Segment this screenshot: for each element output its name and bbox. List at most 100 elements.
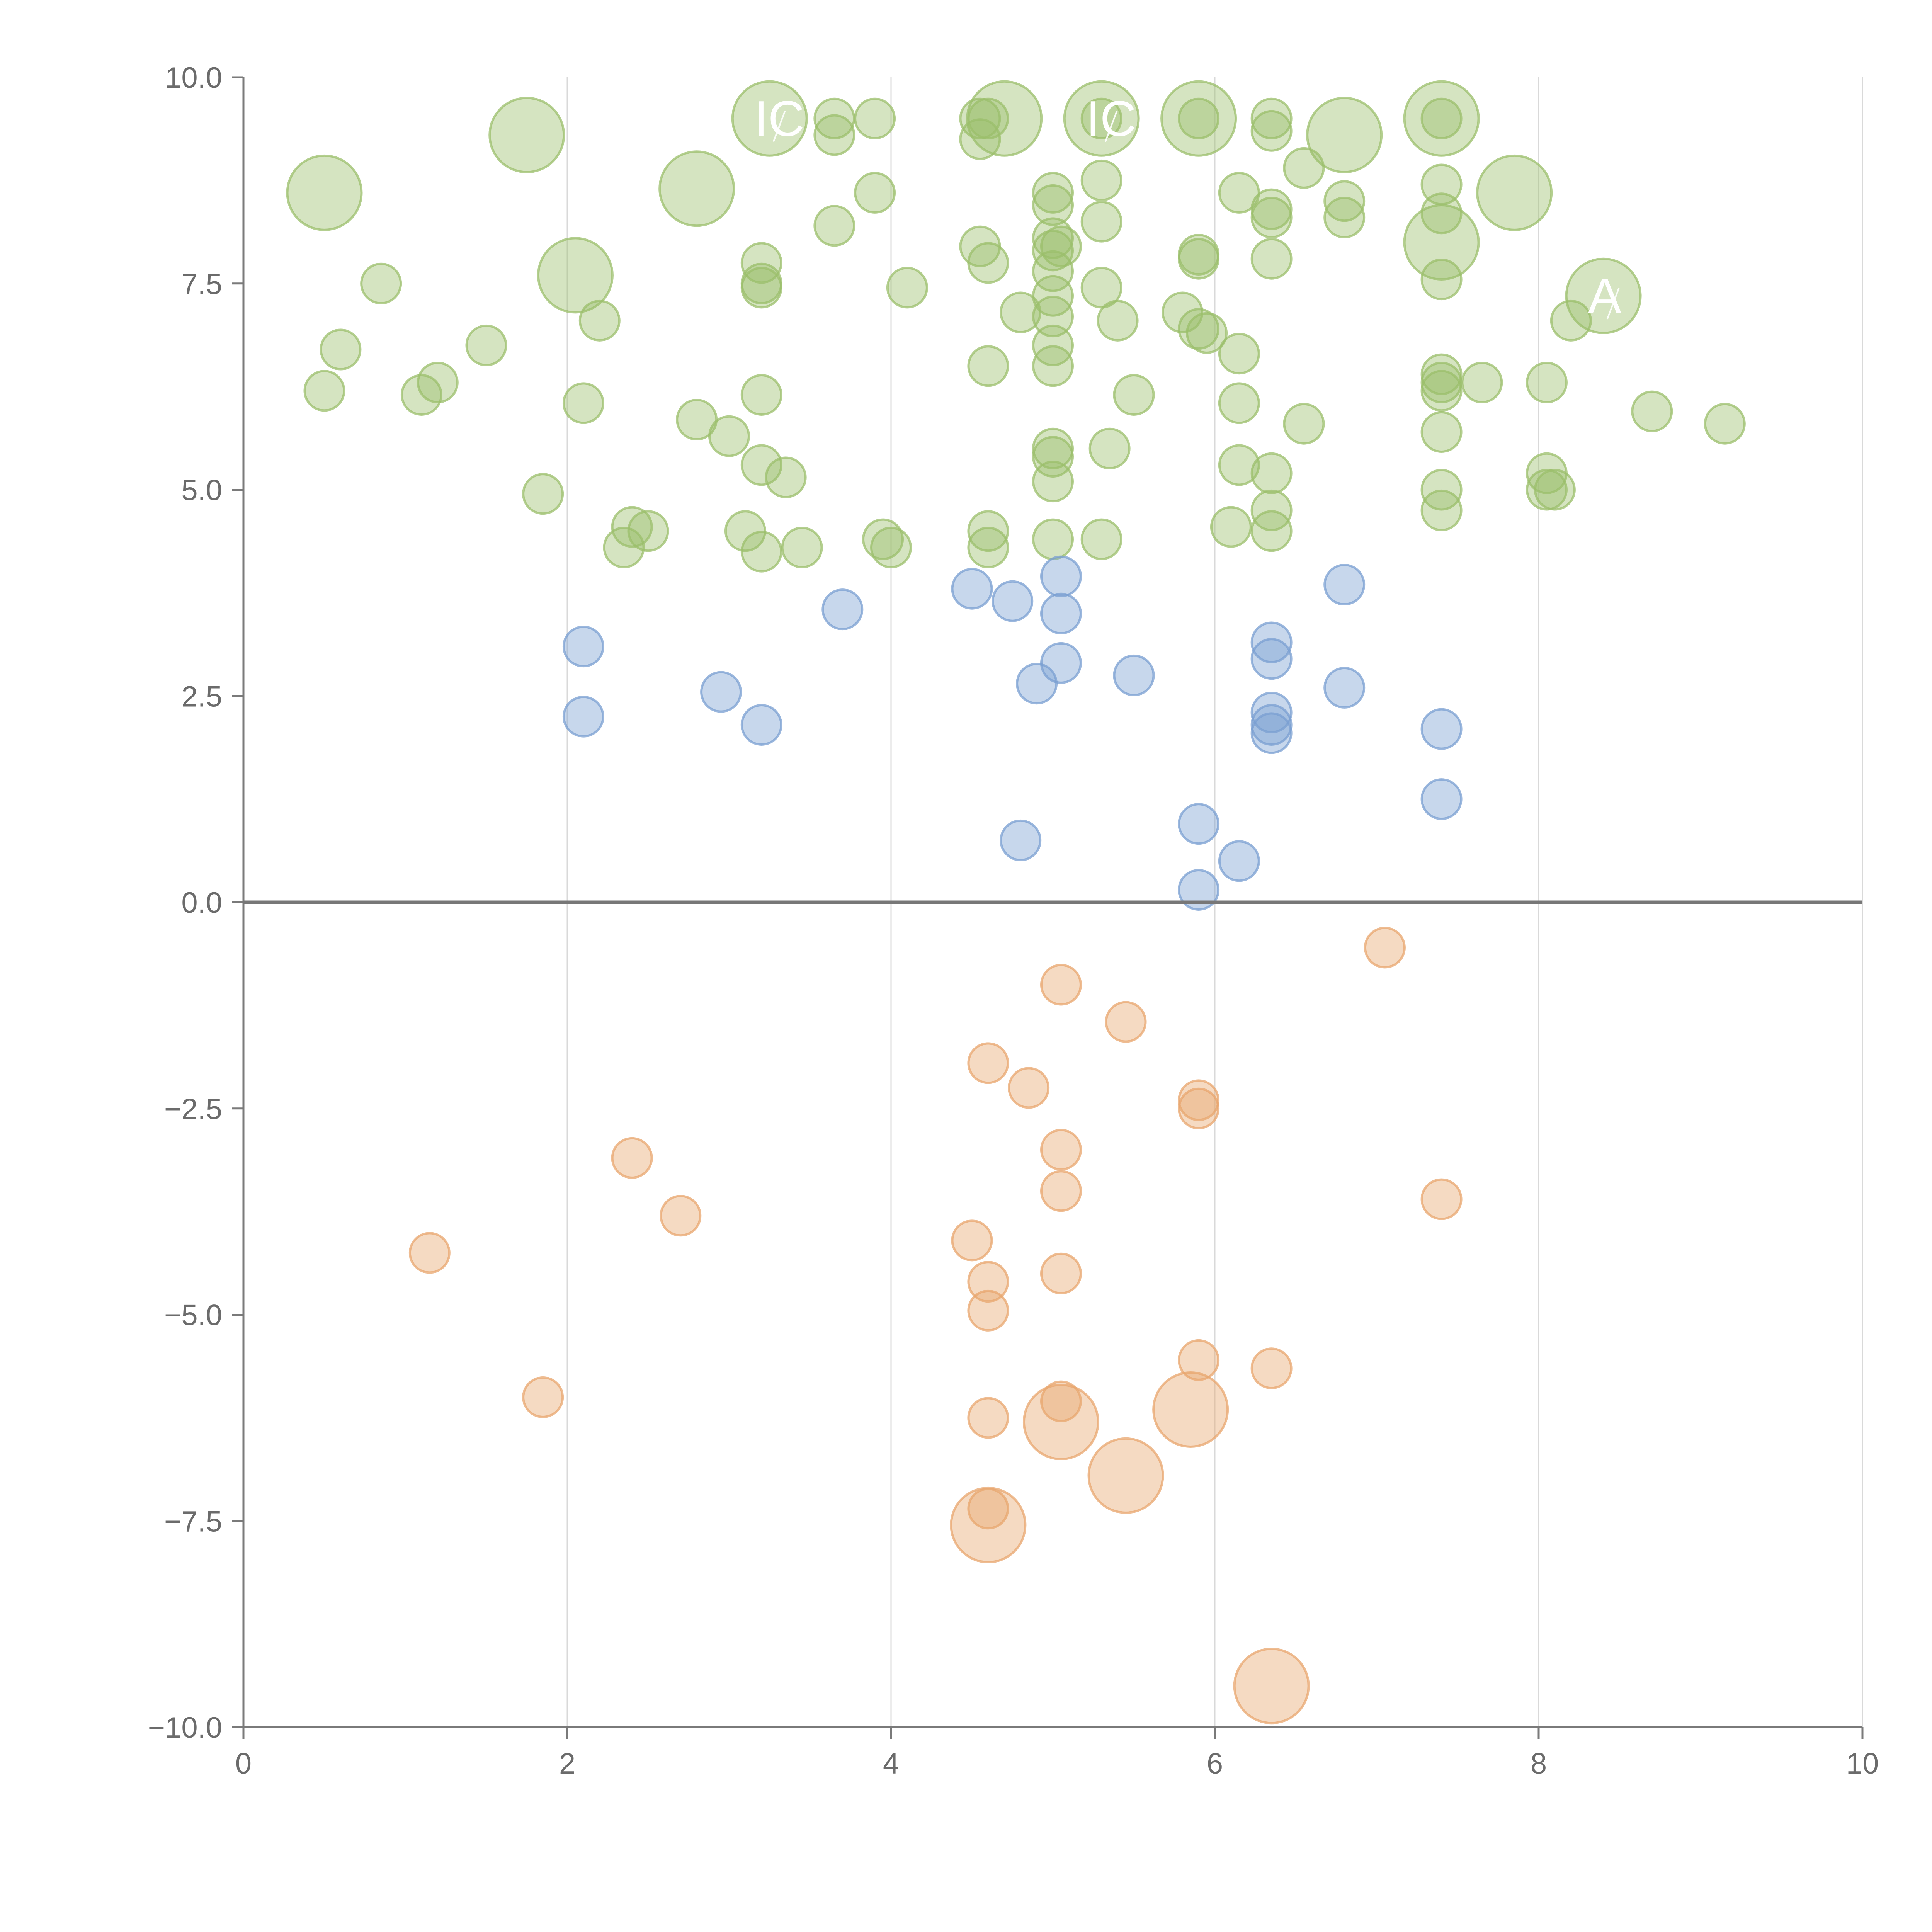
x-tick-label: 10 — [1846, 1747, 1879, 1780]
data-point-high — [765, 456, 807, 498]
data-point-high — [813, 97, 855, 139]
data-point-high — [1113, 374, 1155, 416]
y-tick-label: 10.0 — [165, 61, 222, 94]
data-point-high — [488, 97, 565, 173]
annotation-label: IC — [1086, 90, 1136, 147]
data-point-mid — [1040, 555, 1082, 597]
y-tick-label: −7.5 — [164, 1505, 222, 1538]
y-tick-label: −10.0 — [148, 1711, 222, 1744]
data-point-high — [967, 510, 1009, 552]
data-points — [286, 80, 1746, 1725]
data-point-high — [1032, 436, 1074, 478]
y-tick-label: −5.0 — [164, 1299, 222, 1332]
data-point-mid — [1218, 840, 1260, 882]
data-point-negative — [951, 1219, 993, 1262]
data-point-high — [360, 262, 402, 304]
y-tick-label: 7.5 — [181, 268, 222, 301]
x-tick-label: 0 — [235, 1747, 252, 1780]
data-point-high — [1565, 257, 1642, 334]
data-point-high — [1323, 196, 1366, 238]
data-point-high — [1097, 299, 1139, 342]
data-point-high — [886, 267, 928, 309]
data-point-high — [1032, 172, 1074, 214]
data-point-high — [320, 328, 362, 371]
data-point-negative — [1178, 1339, 1220, 1381]
data-point-negative — [1022, 1384, 1099, 1461]
data-point-high — [1526, 361, 1568, 403]
data-point-high — [1186, 312, 1228, 354]
data-point-high — [967, 345, 1009, 387]
data-point-high — [740, 374, 782, 416]
data-point-high — [731, 80, 808, 157]
data-point-high — [1420, 259, 1463, 301]
data-point-high — [1420, 97, 1463, 139]
data-point-negative — [967, 1261, 1009, 1303]
data-point-high — [1704, 403, 1746, 445]
annotation-label: A — [1588, 268, 1622, 324]
data-point-mid — [1000, 819, 1042, 861]
data-point-high — [578, 299, 621, 342]
data-point-mid — [1040, 642, 1082, 684]
data-point-high — [1250, 510, 1293, 552]
data-point-mid — [562, 626, 604, 668]
data-point-high — [1420, 192, 1463, 235]
data-point-mid — [821, 588, 864, 631]
data-point-high — [1063, 80, 1140, 157]
data-point-high — [740, 444, 782, 486]
data-point-high — [724, 510, 766, 552]
data-point-negative — [1040, 1129, 1082, 1171]
data-point-high — [1032, 217, 1074, 259]
data-point-high — [611, 506, 653, 548]
data-point-negative — [1250, 1347, 1293, 1389]
data-point-negative — [408, 1232, 451, 1274]
data-point-high — [417, 361, 459, 403]
data-point-high — [1476, 154, 1553, 231]
data-point-high — [870, 526, 912, 568]
data-point-high — [1420, 370, 1463, 412]
data-point-negative — [950, 1486, 1027, 1563]
data-point-mid — [1250, 621, 1293, 663]
y-tick-label: 5.0 — [181, 474, 222, 507]
data-point-mid — [1323, 564, 1366, 606]
data-point-negative — [1178, 1087, 1220, 1129]
x-tick-label: 2 — [559, 1747, 575, 1780]
data-point-high — [813, 114, 855, 156]
data-point-high — [658, 150, 735, 227]
data-point-negative — [660, 1195, 702, 1237]
data-point-mid — [1250, 638, 1293, 680]
annotation-leader — [772, 111, 786, 142]
data-point-high — [1040, 225, 1082, 267]
data-point-negative — [1364, 927, 1406, 969]
data-point-high — [708, 415, 750, 457]
data-point-high — [1032, 184, 1074, 226]
data-point-high — [1420, 163, 1463, 206]
data-point-negative — [1008, 1067, 1050, 1109]
data-point-high — [1162, 291, 1204, 333]
data-point-high — [1403, 80, 1480, 157]
data-point-mid — [1250, 712, 1293, 754]
data-point-negative — [1105, 1001, 1147, 1043]
data-point-high — [967, 242, 1009, 284]
axes: −10.0 −7.5 −5.0 −2.5 0.0 2.5 5.0 7.5 10.0 0 2 4 6 8 10 — [148, 61, 1879, 1780]
data-point-high — [1631, 390, 1673, 432]
data-point-high — [967, 97, 1009, 139]
data-point-high — [1534, 469, 1576, 511]
data-point-mid — [992, 580, 1034, 622]
data-point-high — [1080, 97, 1122, 139]
data-point-high — [781, 526, 823, 568]
data-point-high — [603, 526, 645, 568]
data-point-negative — [1040, 1170, 1082, 1212]
data-point-high — [1306, 97, 1383, 173]
data-point-high — [1088, 427, 1131, 469]
data-point-high — [1550, 299, 1592, 342]
data-point-high — [740, 267, 782, 309]
data-point-negative — [967, 1289, 1009, 1332]
data-point-high — [1080, 201, 1122, 243]
data-point-high — [1032, 345, 1074, 387]
data-point-negative — [611, 1137, 653, 1179]
annotation-leader — [1104, 111, 1118, 142]
data-point-high — [562, 382, 604, 424]
data-point-high — [1080, 159, 1122, 201]
